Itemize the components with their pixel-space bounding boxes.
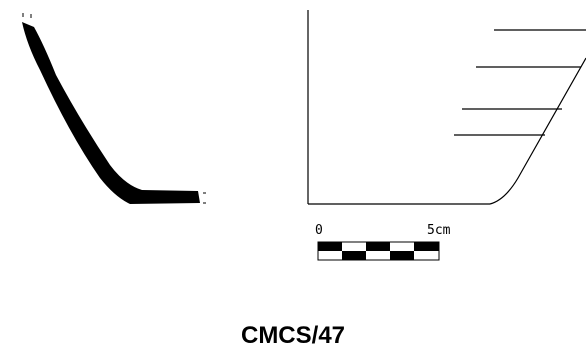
scale-segment-3-top (366, 242, 390, 251)
scale-segment-2-bottom (342, 251, 366, 260)
scale-segment-4-bottom (390, 251, 414, 260)
vessel-outer-wall (489, 57, 586, 205)
sherd-profile-section (22, 22, 200, 204)
scale-bar: 0 5cm (315, 223, 451, 261)
figure-caption: CMCS/47 (241, 322, 345, 349)
scale-end-label: 5cm (427, 223, 451, 238)
vessel-profile (307, 10, 586, 205)
scale-segment-1-top (318, 242, 342, 251)
sherd-section (22, 13, 206, 204)
scale-segment-5-top (414, 242, 439, 251)
scale-start-label: 0 (315, 223, 323, 238)
